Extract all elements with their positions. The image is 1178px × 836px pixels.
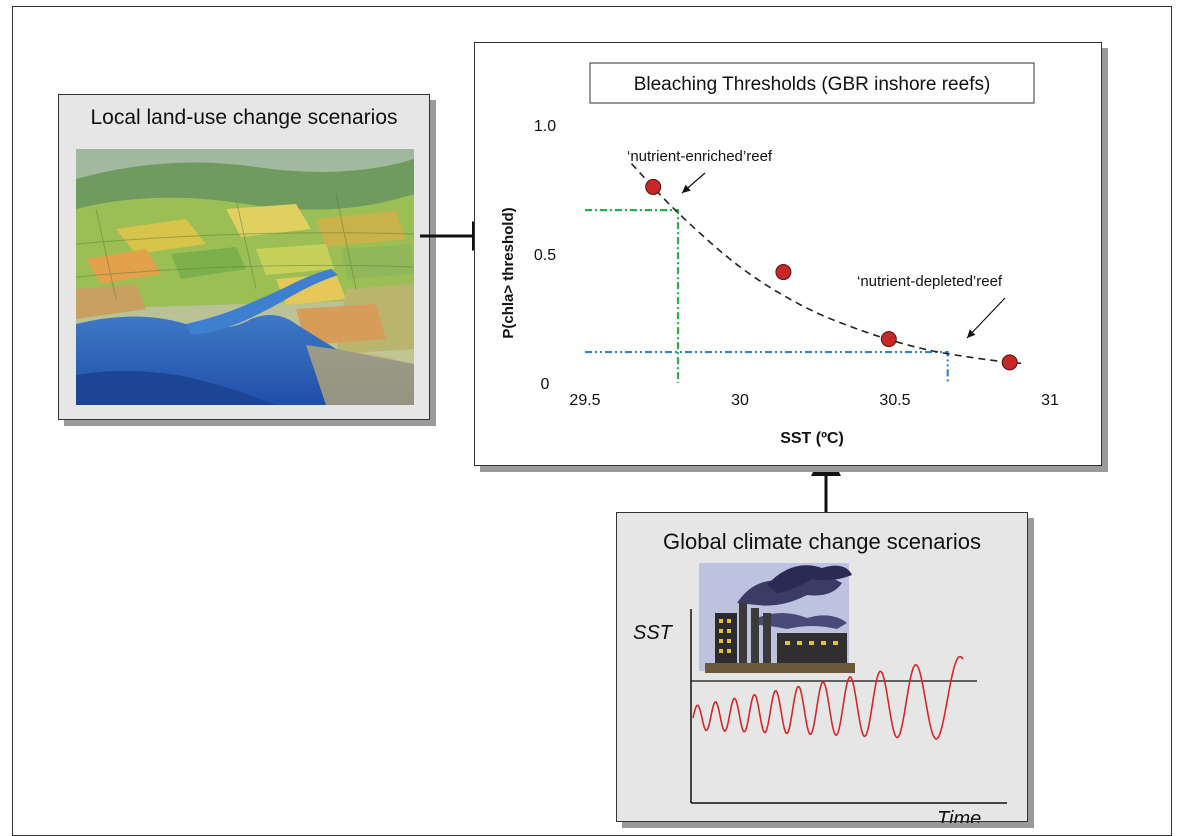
depleted-threshold-line [585, 350, 949, 383]
data-point [645, 178, 662, 195]
factory-icon [699, 563, 855, 673]
fitted-curve [630, 163, 1026, 365]
annotation-depleted-arrowhead [967, 329, 976, 338]
land-use-panel: Local land-use change scenarios [58, 94, 430, 420]
data-point [1001, 354, 1018, 371]
land-use-title: Local land-use change scenarios [90, 106, 398, 129]
annotation-depleted: ‘nutrient-depleted’reef [857, 273, 1003, 290]
y-tick-label: 1.0 [534, 118, 556, 135]
bleaching-chart-panel: Bleaching Thresholds (GBR inshore reefs)… [474, 42, 1102, 466]
data-point [880, 331, 897, 348]
sst-time-sketch: SST Time [633, 563, 1007, 823]
y-tick-label: 0.5 [534, 247, 556, 264]
chart-title-box [589, 62, 1035, 104]
sst-wave-line [692, 655, 964, 740]
y-tick-label: 0 [541, 376, 550, 393]
bleaching-threshold-chart: Bleaching Thresholds (GBR inshore reefs)… [500, 62, 1059, 447]
climate-title: Global climate change scenarios [663, 529, 981, 554]
time-label: Time [937, 808, 981, 823]
landscape-painting [76, 149, 414, 405]
enriched-threshold-line [585, 209, 680, 383]
sst-label: SST [633, 622, 674, 644]
chart-title: Bleaching Thresholds (GBR inshore reefs) [634, 74, 991, 95]
x-tick-label: 30.5 [879, 392, 910, 409]
x-tick-label: 30 [731, 392, 749, 409]
data-point [775, 264, 792, 281]
annotation-enriched: ‘nutrient-enriched’reef [627, 148, 773, 165]
x-tick-label: 31 [1041, 392, 1059, 409]
x-tick-label: 29.5 [569, 392, 600, 409]
climate-panel: Global climate change scenarios SST Time [616, 512, 1028, 823]
y-axis-label: P(chla> threshold) [500, 207, 517, 338]
x-axis-label: SST (ºC) [780, 430, 844, 447]
annotation-depleted-arrow [966, 297, 1006, 339]
annotation-enriched-arrowhead [682, 184, 691, 193]
